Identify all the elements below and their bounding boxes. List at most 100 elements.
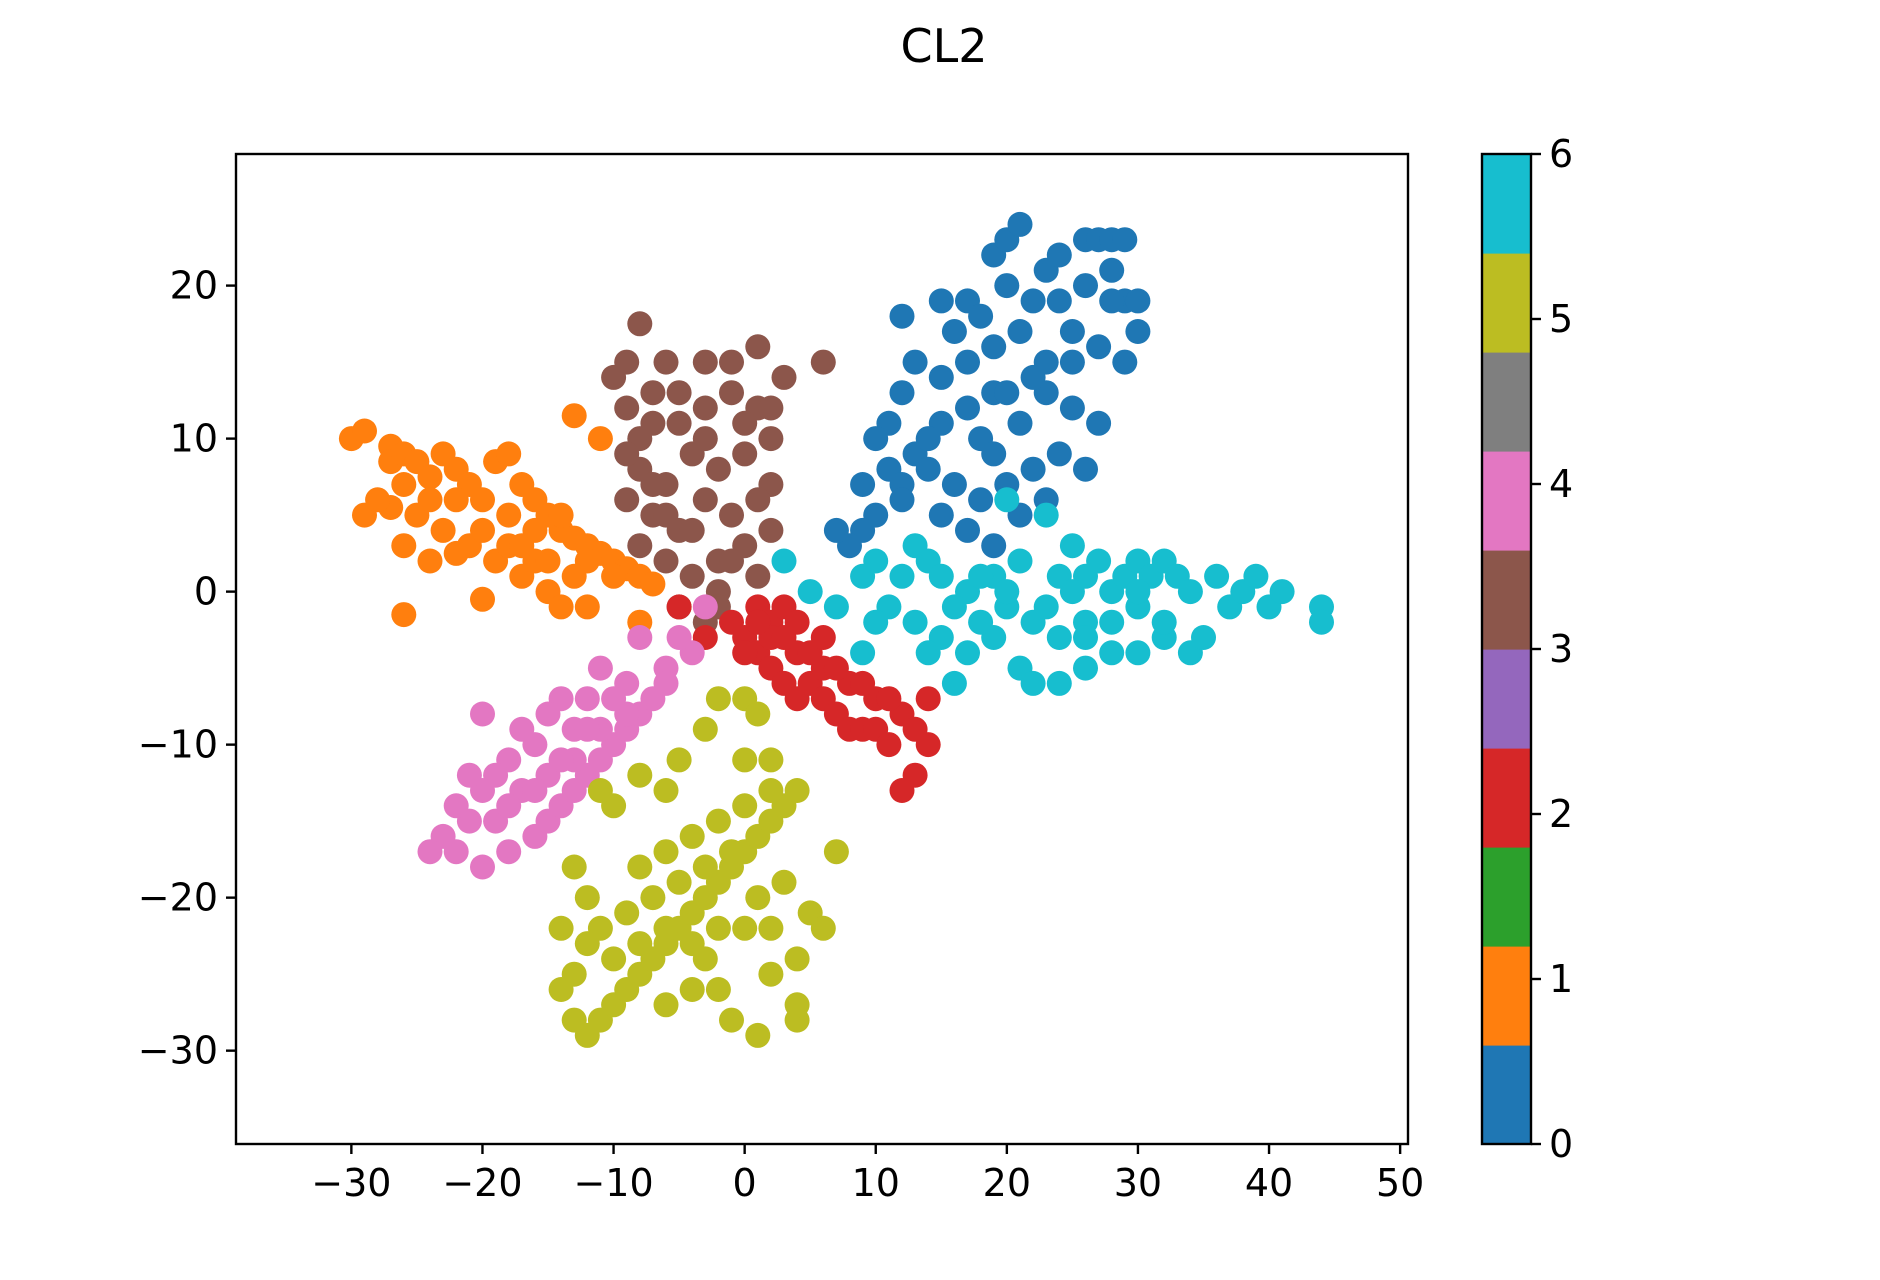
data-point xyxy=(810,349,836,375)
x-tick-label: 10 xyxy=(852,1161,900,1205)
data-point xyxy=(850,640,876,666)
data-point xyxy=(692,426,718,452)
data-point xyxy=(627,931,653,957)
data-point xyxy=(391,472,417,497)
data-point xyxy=(758,778,784,803)
data-point xyxy=(915,426,941,452)
data-point xyxy=(601,563,627,589)
data-point xyxy=(968,563,994,589)
data-point xyxy=(587,655,613,681)
data-point xyxy=(1020,456,1046,482)
data-point xyxy=(810,625,836,650)
colorbar-tick-label: 6 xyxy=(1549,132,1573,176)
data-point xyxy=(1086,410,1112,436)
data-point xyxy=(653,670,679,696)
data-point xyxy=(876,732,902,758)
data-point xyxy=(850,670,876,696)
data-point xyxy=(1007,319,1033,344)
data-point xyxy=(1046,441,1072,467)
data-point xyxy=(470,701,495,727)
data-point xyxy=(823,655,849,681)
data-point xyxy=(365,487,391,513)
data-point xyxy=(456,762,482,788)
data-point xyxy=(1099,640,1125,666)
data-point xyxy=(430,517,456,543)
y-tick-label: −10 xyxy=(138,723,218,767)
data-point xyxy=(548,594,574,620)
data-point xyxy=(902,349,928,375)
data-point xyxy=(1059,395,1085,421)
data-point xyxy=(719,380,744,406)
data-point xyxy=(1099,257,1125,283)
data-point xyxy=(443,487,469,513)
data-point xyxy=(732,410,758,436)
data-point xyxy=(928,288,954,314)
data-point xyxy=(666,380,692,406)
data-point xyxy=(561,403,587,429)
x-tick-label: −10 xyxy=(573,1161,653,1205)
data-point xyxy=(1112,227,1138,253)
data-point xyxy=(601,946,627,972)
colorbar: 0 1 2 3 4 5 6 xyxy=(1480,132,1573,1166)
colorbar-axis: 0 1 2 3 4 5 6 xyxy=(1531,132,1573,1166)
data-point xyxy=(679,563,705,589)
data-point xyxy=(955,640,980,666)
data-point xyxy=(719,1007,744,1033)
colorbar-swatch xyxy=(1482,253,1531,353)
data-point xyxy=(758,747,784,773)
data-point xyxy=(915,640,941,666)
data-point xyxy=(601,686,627,712)
data-point xyxy=(443,839,469,865)
data-point xyxy=(732,793,758,819)
data-point xyxy=(1125,319,1151,344)
data-point xyxy=(417,839,443,865)
x-tick-label: 40 xyxy=(1245,1161,1293,1205)
data-point xyxy=(705,808,731,834)
data-point xyxy=(640,410,666,436)
colorbar-tick-label: 0 xyxy=(1549,1122,1573,1166)
data-point xyxy=(470,487,495,513)
data-point xyxy=(509,533,535,559)
data-point xyxy=(653,778,679,803)
data-point xyxy=(627,625,653,650)
data-point xyxy=(705,456,731,482)
data-point xyxy=(496,839,522,865)
colorbar-swatch xyxy=(1482,451,1531,551)
data-point xyxy=(574,931,600,957)
data-point xyxy=(745,563,771,589)
data-point xyxy=(1033,594,1059,620)
data-point xyxy=(548,977,574,1002)
data-point xyxy=(1020,670,1046,696)
data-point xyxy=(535,548,561,574)
data-point xyxy=(666,625,692,650)
data-point xyxy=(470,586,495,612)
data-point xyxy=(719,548,744,574)
data-point xyxy=(548,747,574,773)
data-point xyxy=(876,686,902,712)
data-point xyxy=(823,517,849,543)
scatter-points xyxy=(338,211,1334,1048)
data-point xyxy=(850,472,876,497)
y-tick-label: −30 xyxy=(138,1029,218,1073)
data-point xyxy=(443,793,469,819)
data-point xyxy=(417,548,443,574)
colorbar-tick-label: 3 xyxy=(1549,627,1573,671)
data-point xyxy=(1033,502,1059,528)
data-point xyxy=(561,854,587,880)
data-point xyxy=(705,915,731,941)
data-point xyxy=(732,915,758,941)
data-point xyxy=(968,609,994,635)
data-point xyxy=(1204,563,1230,589)
data-point xyxy=(1007,211,1033,237)
data-point xyxy=(692,395,718,421)
data-point xyxy=(981,441,1007,467)
data-point xyxy=(863,426,889,452)
data-point xyxy=(1191,625,1216,650)
data-point xyxy=(692,349,718,375)
colorbar-tick-label: 4 xyxy=(1549,462,1573,506)
data-point xyxy=(941,319,967,344)
data-point xyxy=(614,487,640,513)
data-point xyxy=(771,548,797,574)
data-point xyxy=(1125,579,1151,605)
